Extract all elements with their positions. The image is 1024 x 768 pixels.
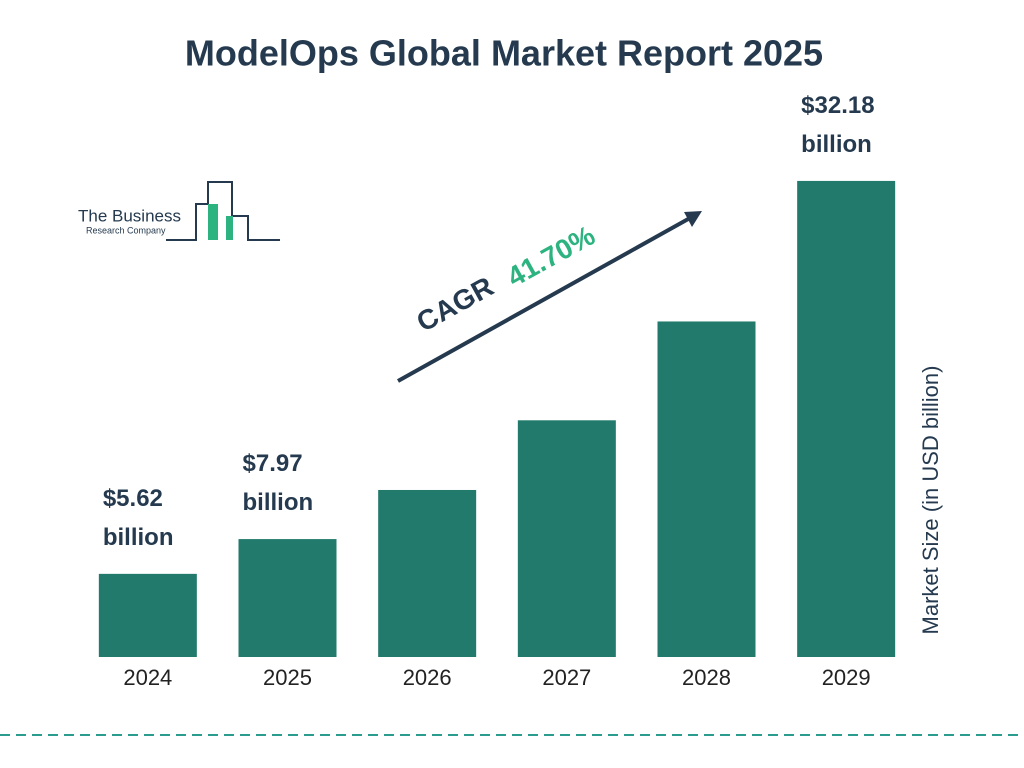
x-tick-label: 2024 xyxy=(123,665,172,690)
cagr-label: CAGR xyxy=(411,271,498,338)
logo-bar xyxy=(226,216,233,240)
bar xyxy=(517,420,616,657)
y-axis-label: Market Size (in USD billion) xyxy=(918,366,943,635)
value-label-line: billion xyxy=(103,524,174,551)
value-label-line: $32.18 xyxy=(801,92,874,119)
x-tick-label: 2025 xyxy=(263,665,312,690)
bar xyxy=(98,573,197,657)
value-label-line: billion xyxy=(243,489,314,516)
bar xyxy=(657,321,756,657)
cagr-arrow xyxy=(397,216,691,383)
value-label-line: billion xyxy=(801,131,872,158)
value-label-line: $7.97 xyxy=(243,450,303,477)
logo-bar xyxy=(208,204,218,240)
value-label: $32.18 billion xyxy=(801,92,874,158)
x-tick-label: 2027 xyxy=(542,665,591,690)
cagr-value: 41.70% xyxy=(502,220,600,293)
bar xyxy=(378,489,477,657)
bar xyxy=(797,180,896,657)
logo-text: The Business xyxy=(78,206,181,225)
cagr-arrowhead xyxy=(684,211,702,227)
value-label: $7.97 billion xyxy=(243,450,314,516)
cagr-annotation: CAGR 41.70% xyxy=(397,211,702,383)
value-label-line: $5.62 xyxy=(103,485,163,512)
bar xyxy=(238,539,337,657)
logo: The Business Research Company xyxy=(78,181,280,241)
chart-title: ModelOps Global Market Report 2025 xyxy=(185,33,823,74)
logo-subtext: Research Company xyxy=(86,225,166,235)
value-label: $5.62 billion xyxy=(103,485,174,551)
logo-outline xyxy=(166,181,280,241)
x-tick-label: 2029 xyxy=(822,665,871,690)
x-tick-label: 2028 xyxy=(682,665,731,690)
x-tick-label: 2026 xyxy=(403,665,452,690)
